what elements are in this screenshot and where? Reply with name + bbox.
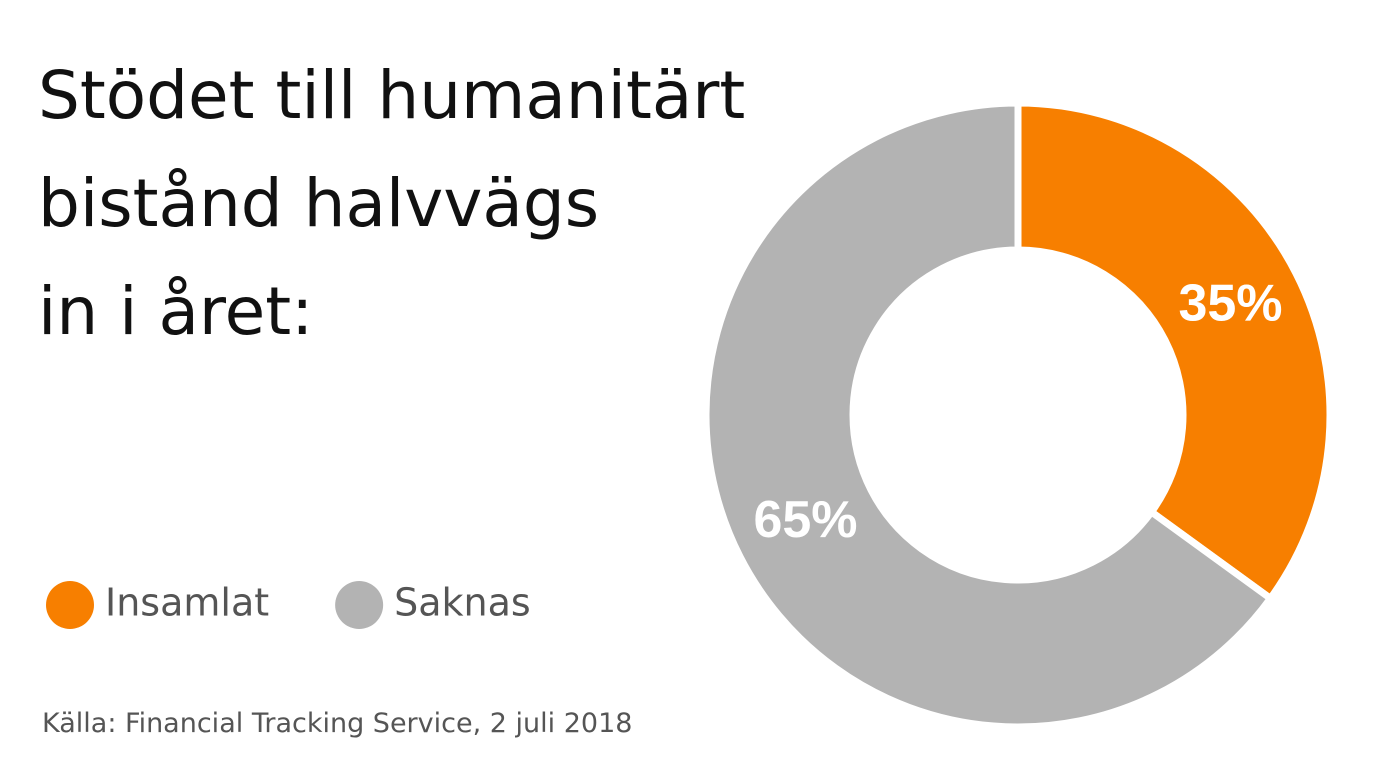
value-label: 35% [1178,274,1282,332]
legend-swatch [46,581,94,629]
legend-label: Saknas [394,581,531,625]
legend-swatch [335,581,384,629]
chart-title: bistånd halvvägs [38,165,599,242]
value-label: 65% [753,491,857,549]
donut-slice [702,99,1276,731]
chart-title: in i året: [38,273,313,350]
legend-label: Insamlat [105,581,269,625]
chart-title: Stödet till humanitärt [38,57,745,134]
donut-slice [1014,99,1334,604]
source: Källa: Financial Tracking Service, 2 jul… [42,708,632,739]
